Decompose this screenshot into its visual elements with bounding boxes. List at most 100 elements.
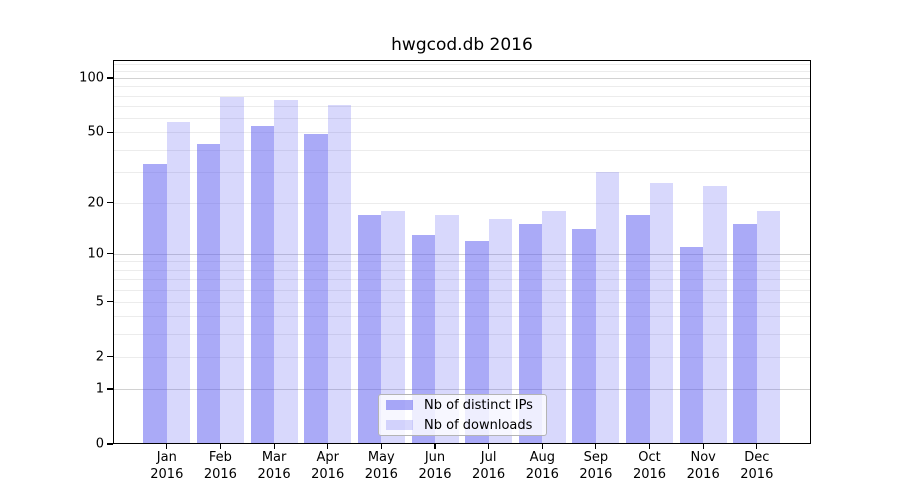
y-tick-100 (107, 77, 113, 79)
gridline-minor-80 (113, 95, 811, 97)
x-tick-label-nov: Nov 2016 (670, 450, 736, 483)
x-tick-jun (434, 444, 436, 449)
x-tick-apr (327, 444, 329, 449)
x-tick-label-year: 2016 (311, 466, 345, 482)
gridline-minor-3 (113, 334, 811, 336)
x-tick-may (380, 444, 382, 449)
gridline-minor-70 (113, 105, 811, 107)
y-tick-label-0: 0 (95, 436, 104, 452)
gridline-minor-4 (113, 316, 811, 318)
x-tick-aug (541, 444, 543, 449)
x-tick-label-apr: Apr 2016 (295, 450, 361, 483)
gridline-minor-6 (113, 289, 811, 291)
x-tick-label-year: 2016 (686, 466, 720, 482)
gridline-minor-120 (113, 63, 811, 65)
x-tick-label-dec: Dec 2016 (724, 450, 790, 483)
bar-mar-distinct-ips (250, 126, 275, 444)
y-tick-label-100: 100 (79, 70, 104, 86)
legend: Nb of distinct IPs Nb of downloads (378, 394, 547, 436)
x-tick-nov (702, 444, 704, 449)
x-tick-label-oct: Oct 2016 (617, 450, 683, 483)
x-tick-label-year: 2016 (364, 466, 398, 482)
bar-jun-distinct-ips (411, 234, 435, 444)
bar-jul-downloads (488, 219, 513, 444)
y-tick-10 (107, 253, 113, 255)
x-tick-feb (219, 444, 221, 449)
x-tick-label-year: 2016 (740, 466, 774, 482)
x-tick-label-mar: Mar 2016 (241, 450, 307, 483)
x-tick-label-year: 2016 (632, 466, 667, 482)
plot-area: Nb of distinct IPs Nb of downloads (113, 60, 811, 444)
bar-feb-downloads (220, 96, 244, 444)
x-tick-label-year: 2016 (418, 466, 452, 482)
y-tick-label-2: 2 (95, 349, 104, 365)
legend-swatch-distinct-ips-icon (386, 400, 413, 410)
x-tick-label-year: 2016 (150, 466, 184, 482)
gridline-minor-110 (113, 70, 811, 72)
y-tick-0 (107, 443, 113, 445)
legend-swatch-downloads-icon (386, 420, 413, 430)
bar-aug-downloads (542, 210, 566, 444)
bar-nov-downloads (703, 185, 727, 444)
bar-may-distinct-ips (357, 214, 382, 444)
y-tick-label-50: 50 (87, 124, 104, 140)
bar-may-downloads (381, 210, 405, 444)
bar-mar-downloads (274, 99, 298, 444)
bar-oct-downloads (649, 182, 673, 444)
gridline-minor-9 (113, 261, 811, 263)
x-tick-mar (273, 444, 275, 449)
x-tick-label-aug: Aug 2016 (509, 450, 575, 483)
gridline-minor-5 (113, 301, 811, 303)
bar-sep-downloads (595, 171, 620, 444)
gridline-major-10 (113, 253, 811, 255)
gridline-major-100 (113, 78, 811, 79)
chart-title: hwgcod.db 2016 (391, 35, 533, 55)
bar-jan-distinct-ips (143, 164, 167, 444)
x-tick-label-sep: Sep 2016 (563, 450, 629, 483)
bar-dec-downloads (756, 210, 781, 444)
bar-aug-distinct-ips (518, 224, 543, 444)
bar-jun-downloads (435, 214, 459, 444)
gridline-minor-40 (113, 149, 811, 151)
gridline-minor-90 (113, 86, 811, 88)
y-tick-50 (107, 131, 113, 133)
x-tick-label-jan: Jan 2016 (134, 450, 200, 483)
legend-label-distinct-ips: Nb of distinct IPs (424, 397, 533, 413)
x-tick-jul (488, 444, 490, 449)
y-tick-1 (107, 388, 113, 390)
x-tick-label-jul: Jul 2016 (456, 450, 522, 483)
y-tick-2 (107, 356, 113, 358)
y-tick-5 (107, 301, 113, 303)
x-tick-label-year: 2016 (257, 466, 291, 482)
x-tick-dec (756, 444, 758, 449)
bar-apr-downloads (327, 104, 352, 444)
bar-apr-distinct-ips (304, 133, 328, 444)
x-tick-sep (595, 444, 597, 449)
x-tick-jan (166, 444, 168, 449)
bar-nov-distinct-ips (679, 246, 704, 444)
y-tick-label-20: 20 (87, 195, 104, 211)
gridline-minor-2 (113, 356, 811, 358)
gridline-minor-20 (113, 202, 811, 204)
bar-jul-distinct-ips (465, 240, 489, 444)
legend-item-distinct-ips: Nb of distinct IPs (386, 398, 546, 413)
gridline-minor-30 (113, 171, 811, 173)
y-tick-label-10: 10 (87, 246, 104, 262)
gridline-minor-7 (113, 279, 811, 281)
bar-feb-distinct-ips (196, 143, 221, 444)
gridline-major-1 (113, 389, 811, 390)
x-tick-label-year: 2016 (472, 466, 506, 482)
gridline-minor-60 (113, 118, 811, 119)
x-tick-label-may: May 2016 (348, 450, 414, 483)
x-tick-label-feb: Feb 2016 (187, 450, 253, 483)
y-tick-label-5: 5 (95, 294, 104, 310)
x-tick-label-year: 2016 (579, 466, 613, 482)
x-tick-label-year: 2016 (203, 466, 237, 482)
x-tick-oct (648, 444, 651, 449)
gridline-minor-50 (113, 132, 811, 134)
x-tick-label-jun: Jun 2016 (402, 450, 468, 483)
bar-sep-distinct-ips (572, 229, 596, 444)
y-tick-20 (107, 202, 113, 204)
y-tick-label-1: 1 (95, 381, 104, 397)
